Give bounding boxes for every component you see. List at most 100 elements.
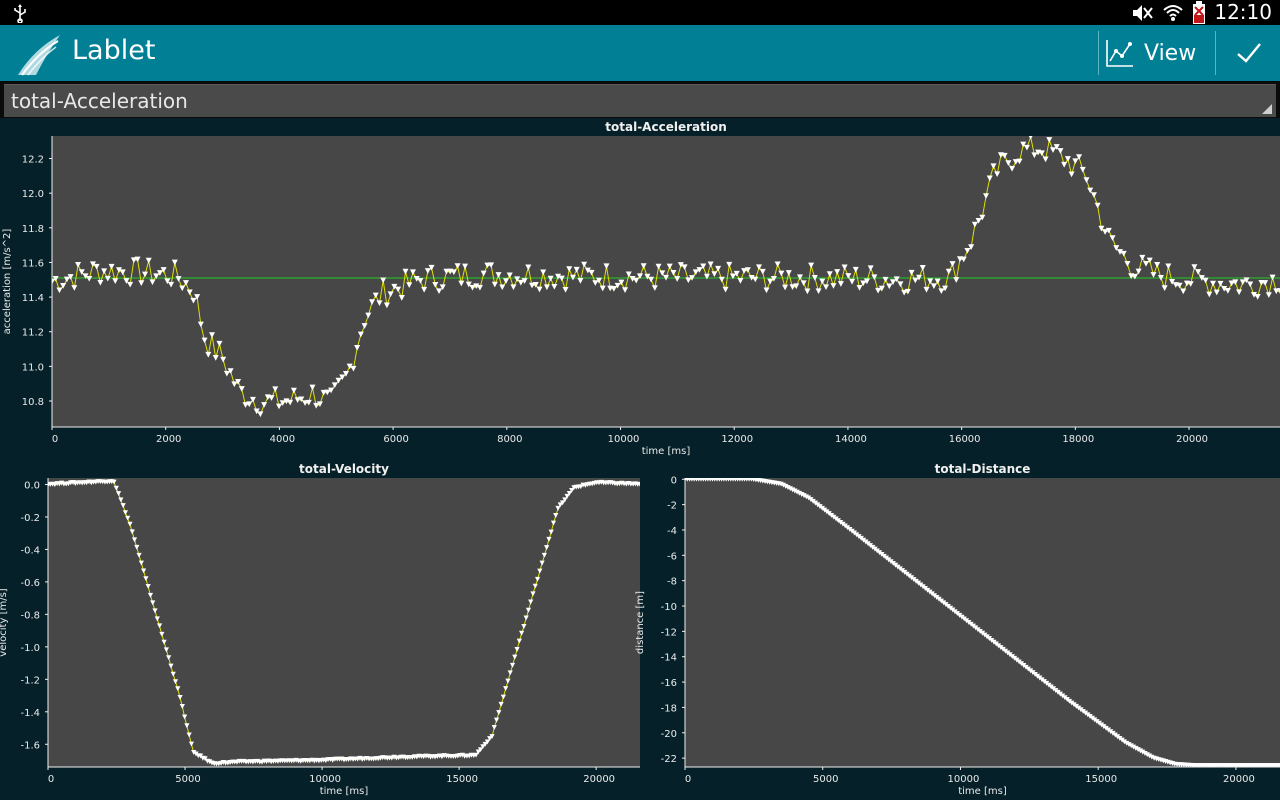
- data-point: [108, 263, 115, 270]
- data-point: [811, 274, 818, 281]
- data-point: [145, 257, 152, 264]
- data-point: [82, 273, 89, 280]
- data-point: [1050, 686, 1057, 692]
- data-point: [904, 571, 910, 577]
- chart-2: total-Distance 0 5000 10000 15000 20000 0 -2 -4 -…: [635, 462, 1280, 797]
- data-point: [610, 286, 617, 292]
- data-point: [261, 402, 268, 408]
- data-point: [537, 568, 543, 574]
- x-axis-label: time [ms]: [642, 446, 691, 457]
- data-point: [837, 281, 844, 287]
- data-point: [763, 287, 770, 294]
- x-axis-label: time [ms]: [958, 786, 1007, 797]
- data-point: [489, 734, 495, 740]
- data-point: [512, 654, 518, 660]
- data-point: [847, 526, 853, 532]
- data-point: [93, 263, 100, 270]
- data-point: [960, 256, 967, 263]
- data-point: [970, 623, 976, 629]
- data-point: [819, 278, 826, 285]
- data-point: [562, 497, 568, 503]
- data-point: [1050, 147, 1057, 153]
- data-point: [782, 284, 789, 291]
- data-point: [625, 271, 632, 278]
- data-point: [1011, 655, 1018, 661]
- data-point: [316, 401, 323, 408]
- data-point: [182, 714, 188, 720]
- data-point: [789, 284, 796, 290]
- data-point: [1232, 279, 1239, 286]
- y-tick-label: 11.0: [22, 362, 44, 373]
- data-point: [154, 616, 160, 622]
- data-point: [201, 337, 208, 344]
- data-point: [432, 282, 439, 288]
- data-point: [205, 351, 212, 358]
- data-point: [1217, 280, 1224, 287]
- data-point: [1135, 747, 1141, 753]
- data-point: [1000, 646, 1006, 652]
- data-point: [1005, 160, 1012, 166]
- data-point: [134, 256, 141, 263]
- data-point: [543, 284, 550, 291]
- data-point: [774, 261, 781, 268]
- data-point: [1007, 652, 1013, 658]
- view-button[interactable]: View: [1104, 25, 1214, 81]
- data-point: [922, 586, 928, 591]
- data-selector[interactable]: total-Acceleration: [4, 84, 1276, 117]
- data-point: [927, 589, 933, 595]
- data-point: [785, 270, 792, 276]
- data-point: [824, 509, 830, 515]
- data-point: [1066, 698, 1073, 704]
- data-point: [870, 544, 876, 550]
- data-point: [1025, 666, 1031, 672]
- data-point: [216, 340, 223, 347]
- x-tick-label: 10000: [608, 434, 640, 445]
- data-point: [808, 497, 814, 503]
- data-point: [127, 281, 134, 288]
- data-point: [1187, 281, 1194, 287]
- data-point: [856, 284, 863, 291]
- data-point: [883, 555, 889, 561]
- data-point: [97, 279, 104, 286]
- data-point: [60, 283, 67, 289]
- data-point: [940, 600, 947, 606]
- series: [685, 478, 1280, 767]
- y-tick-label: -0.6: [20, 578, 40, 589]
- data-point: [130, 257, 137, 264]
- data-point: [458, 280, 465, 287]
- data-point: [268, 395, 275, 401]
- data-point: [320, 389, 327, 396]
- data-point: [659, 270, 666, 277]
- data-point: [995, 643, 1002, 649]
- y-tick-label: 11.8: [22, 224, 44, 235]
- dropdown-icon: [1262, 104, 1272, 114]
- done-button[interactable]: [1218, 25, 1280, 81]
- data-point: [491, 725, 497, 730]
- data-point: [872, 546, 878, 552]
- data-point: [525, 607, 532, 613]
- data-point: [1103, 725, 1109, 731]
- data-point: [507, 670, 513, 676]
- x-tick-label: 0: [685, 774, 691, 785]
- y-axis-label: distance [m]: [635, 591, 646, 654]
- data-point: [826, 511, 832, 517]
- data-point: [1102, 229, 1109, 235]
- y-tick-label: 0: [671, 475, 677, 486]
- x-tick-label: 16000: [949, 434, 981, 445]
- data-point: [1087, 187, 1094, 194]
- data-point: [584, 267, 591, 274]
- data-point: [1055, 689, 1061, 695]
- data-point: [879, 552, 885, 557]
- data-point: [238, 386, 245, 392]
- data-point: [913, 578, 919, 584]
- x-tick-label: 20000: [583, 774, 615, 785]
- view-label: View: [1144, 40, 1197, 66]
- data-point: [63, 276, 70, 283]
- data-point: [826, 271, 833, 277]
- data-point: [711, 271, 718, 277]
- data-point: [1146, 753, 1153, 759]
- data-point: [845, 273, 852, 279]
- y-tick-label: -1.6: [20, 740, 40, 751]
- data-point: [655, 263, 662, 270]
- data-point: [1016, 158, 1023, 165]
